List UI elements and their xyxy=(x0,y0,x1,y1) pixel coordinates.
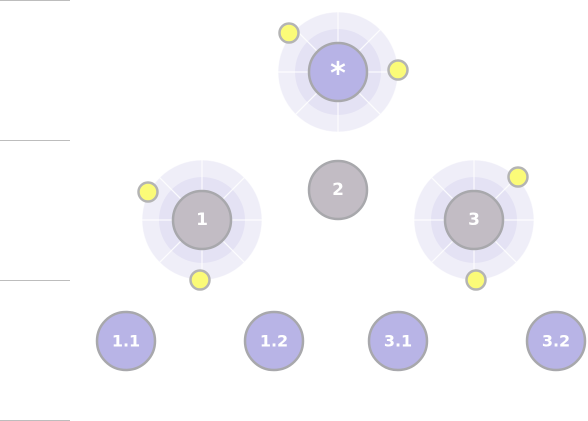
resize-handle[interactable] xyxy=(189,269,211,291)
tree-node-3[interactable]: 3 xyxy=(443,189,505,251)
tree-node-3x1[interactable]: 3.1 xyxy=(367,310,429,372)
node-circle[interactable] xyxy=(95,310,157,372)
node-label: 3.1 xyxy=(384,332,412,351)
resize-handle[interactable] xyxy=(507,166,529,188)
node-circle[interactable] xyxy=(307,41,369,103)
node-circle[interactable] xyxy=(525,310,587,372)
resize-handle[interactable] xyxy=(465,269,487,291)
node-label: 3.2 xyxy=(542,332,570,351)
node-circle[interactable] xyxy=(443,189,505,251)
tree-nodes: * 1 2 3 1.1 1.2 3.1 3.2 xyxy=(95,41,587,372)
node-circle[interactable] xyxy=(243,310,305,372)
node-circle[interactable] xyxy=(307,159,369,221)
node-label: * xyxy=(330,57,346,92)
node-label: 2 xyxy=(332,180,344,200)
tree-node-1x1[interactable]: 1.1 xyxy=(95,310,157,372)
resize-handles xyxy=(137,22,529,291)
tree-node-x[interactable]: * xyxy=(307,41,369,103)
resize-handle[interactable] xyxy=(387,59,409,81)
node-label: 1.1 xyxy=(112,332,140,351)
tree-node-2[interactable]: 2 xyxy=(307,159,369,221)
node-circle[interactable] xyxy=(367,310,429,372)
node-label: 1.2 xyxy=(260,332,288,351)
row-dividers xyxy=(0,0,70,421)
resize-handle[interactable] xyxy=(278,22,300,44)
node-label: 1 xyxy=(196,210,208,230)
resize-handle[interactable] xyxy=(137,181,159,203)
node-circle[interactable] xyxy=(171,189,233,251)
tree-node-3x2[interactable]: 3.2 xyxy=(525,310,587,372)
tree-node-1[interactable]: 1 xyxy=(171,189,233,251)
node-label: 3 xyxy=(468,210,480,230)
tree-node-1x2[interactable]: 1.2 xyxy=(243,310,305,372)
